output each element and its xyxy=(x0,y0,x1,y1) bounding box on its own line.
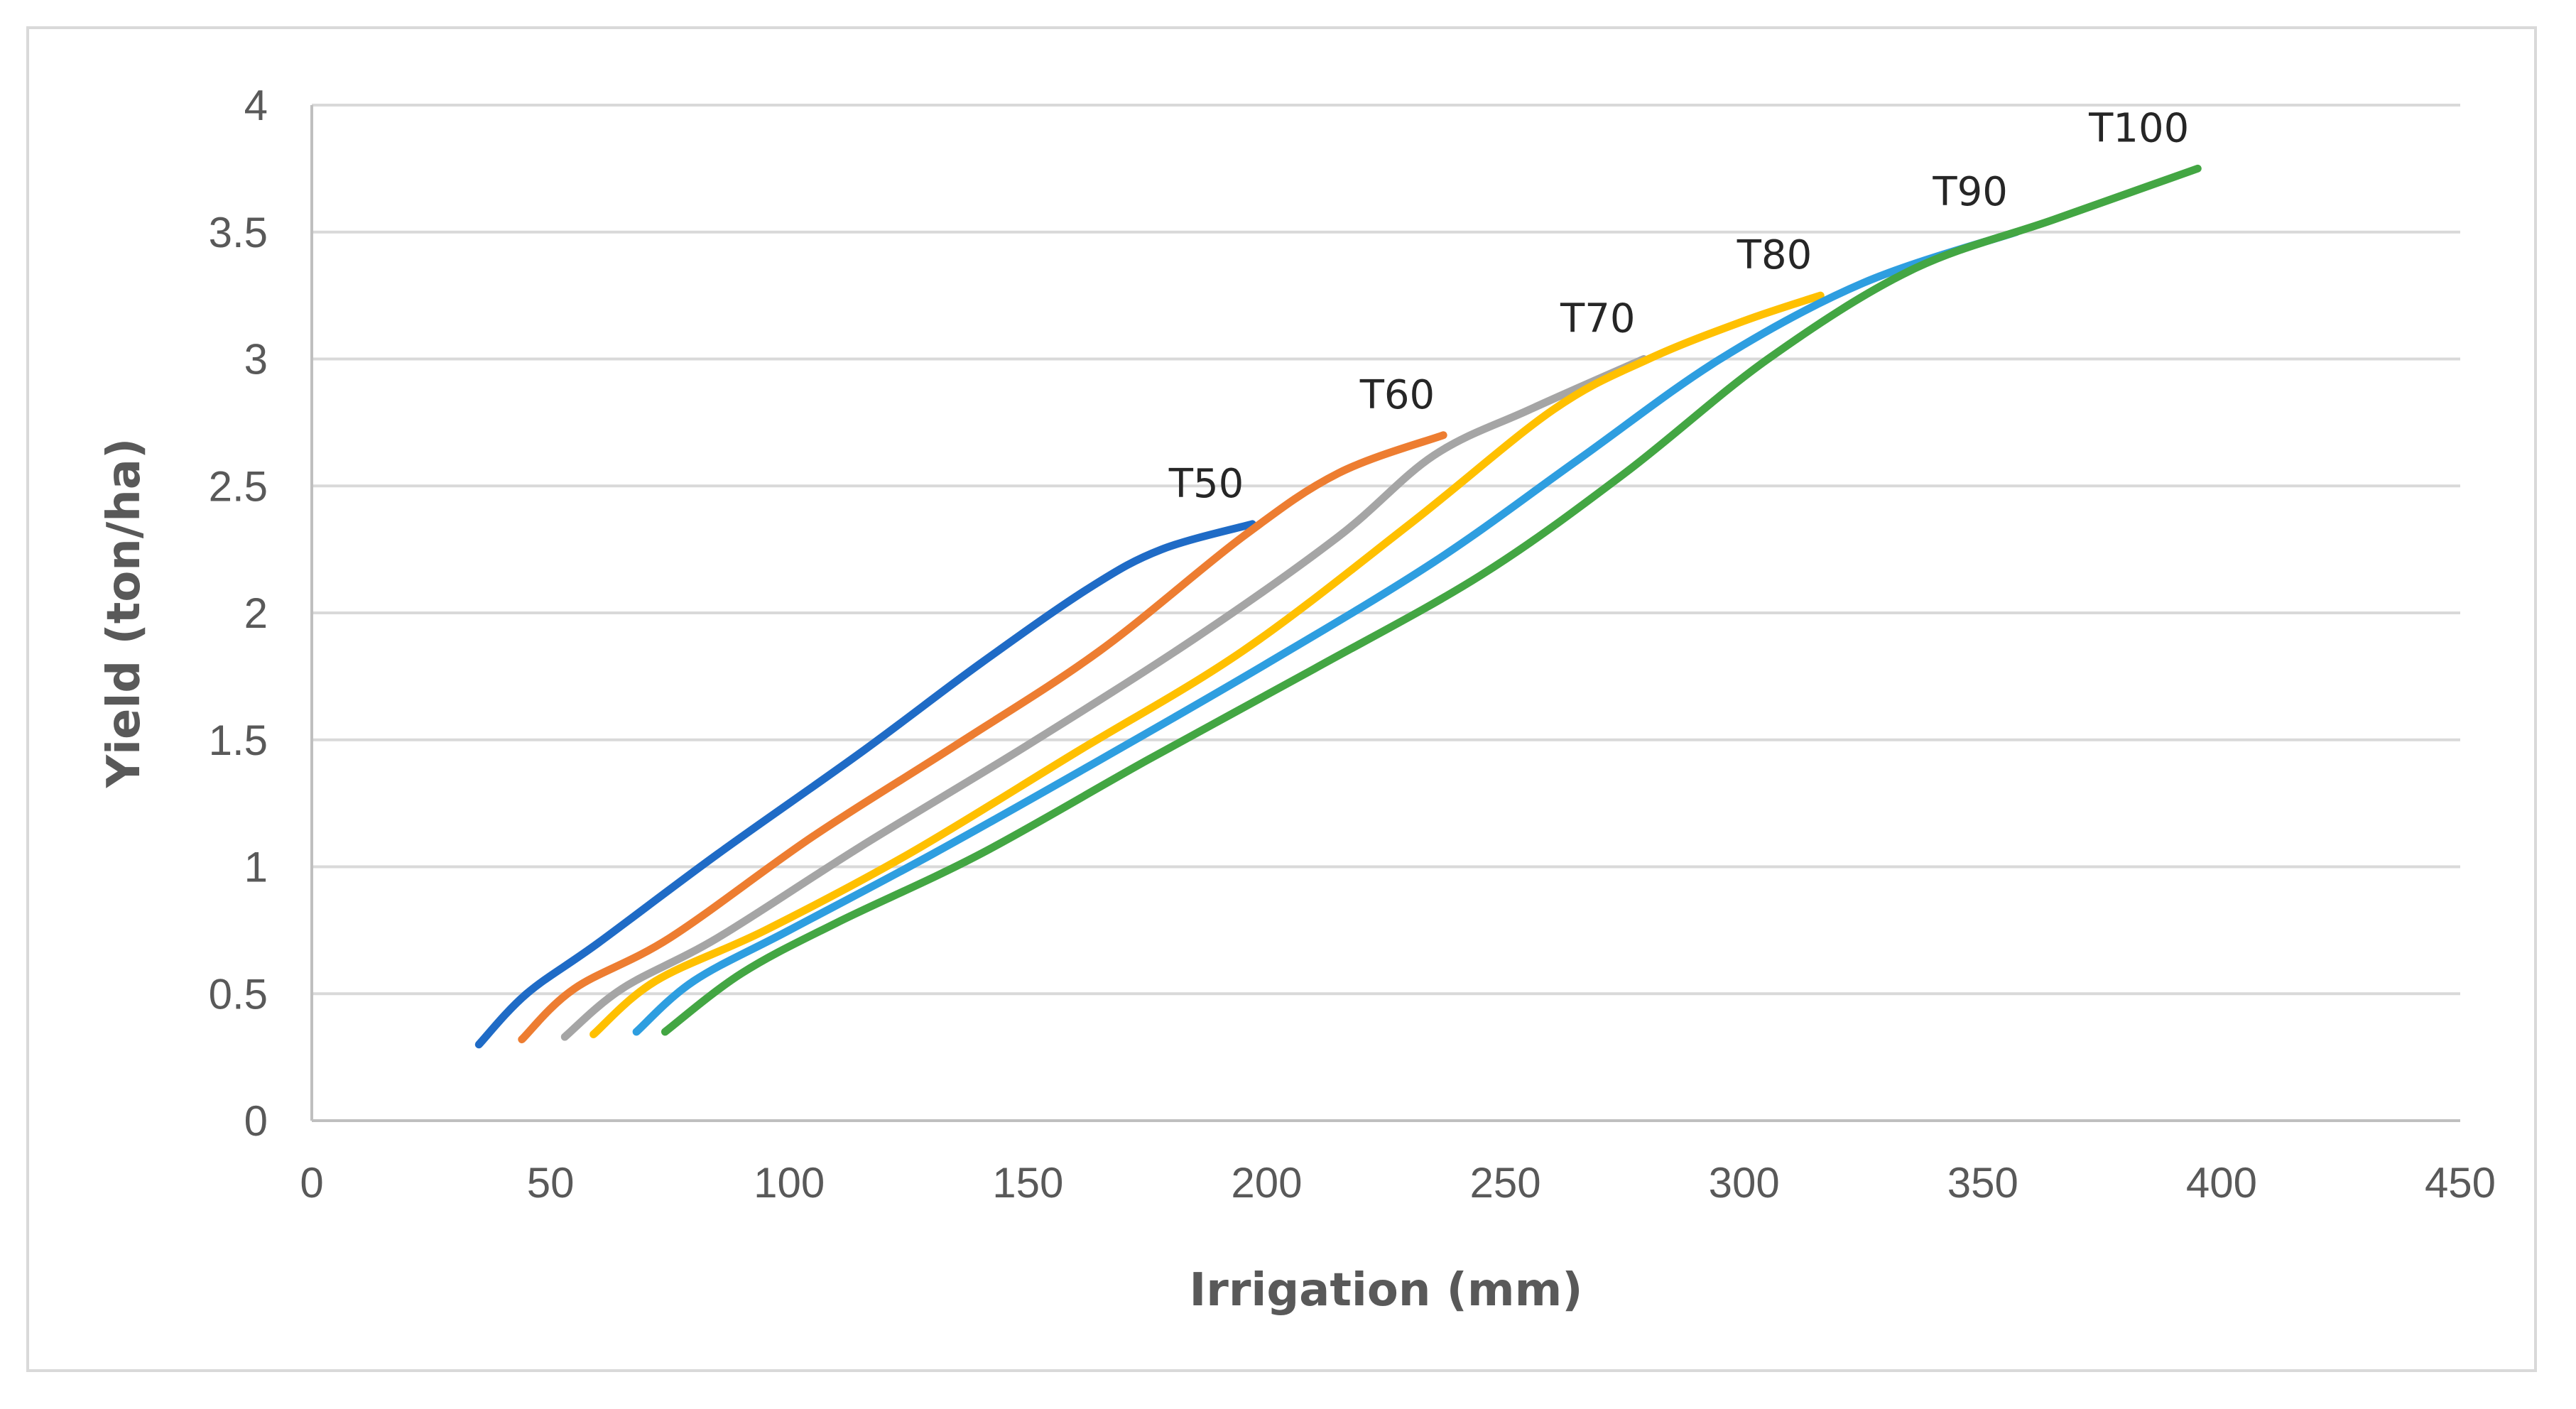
gridlines xyxy=(312,104,2460,996)
series-line-t80 xyxy=(589,291,1825,1038)
y-tick-label: 1 xyxy=(244,844,268,891)
x-tick-label: 50 xyxy=(527,1159,575,1207)
series-label-t70: T70 xyxy=(1560,296,1635,342)
series-label-t50: T50 xyxy=(1168,461,1244,507)
y-tick-label: 3.5 xyxy=(209,209,268,256)
y-tick-label: 4 xyxy=(244,82,268,129)
x-tick-label: 100 xyxy=(754,1159,825,1207)
y-tick-label: 2.5 xyxy=(209,462,268,510)
y-tick-label: 2 xyxy=(244,589,268,637)
series-label-t80: T80 xyxy=(1737,232,1812,278)
y-tick-label: 3 xyxy=(244,336,268,383)
x-tick-label: 200 xyxy=(1231,1159,1302,1207)
y-tick-label: 0.5 xyxy=(209,970,268,1018)
y-tick-label: 0 xyxy=(244,1097,268,1145)
series-line-t50 xyxy=(474,520,1256,1049)
x-tick-label: 300 xyxy=(1709,1159,1780,1207)
series-line-t70 xyxy=(560,355,1648,1041)
series-line-t60 xyxy=(518,431,1447,1044)
x-axis-title: Irrigation (mm) xyxy=(1189,1264,1582,1317)
chart-frame: 0 0.5 1 1.5 2 2.5 3 3.5 4 0 50 100 150 200 250 300 350 40… xyxy=(26,26,2537,1372)
yield-irrigation-chart: 0 0.5 1 1.5 2 2.5 3 3.5 4 0 50 100 150 200 250 300 350 40… xyxy=(98,82,2496,1317)
y-axis-title: Yield (ton/ha) xyxy=(98,438,151,788)
series-lines xyxy=(474,164,2202,1049)
series-label-t90: T90 xyxy=(1932,169,2007,215)
x-tick-label: 350 xyxy=(1947,1159,2018,1207)
axes: 0 0.5 1 1.5 2 2.5 3 3.5 4 0 50 100 150 200 250 300 350 40… xyxy=(209,82,2496,1207)
x-tick-label: 450 xyxy=(2425,1159,2496,1207)
x-tick-label: 150 xyxy=(992,1159,1063,1207)
series-line-t90 xyxy=(632,228,2021,1036)
x-tick-label: 250 xyxy=(1470,1159,1541,1207)
x-tick-label: 0 xyxy=(300,1159,323,1207)
series-line-t100 xyxy=(661,164,2202,1036)
series-label-t60: T60 xyxy=(1359,372,1435,418)
x-tick-label: 400 xyxy=(2186,1159,2257,1207)
series-labels: T50 T60 T70 T80 T90 T100 xyxy=(1168,105,2189,507)
series-label-t100: T100 xyxy=(2088,105,2189,151)
y-tick-label: 1.5 xyxy=(209,717,268,764)
